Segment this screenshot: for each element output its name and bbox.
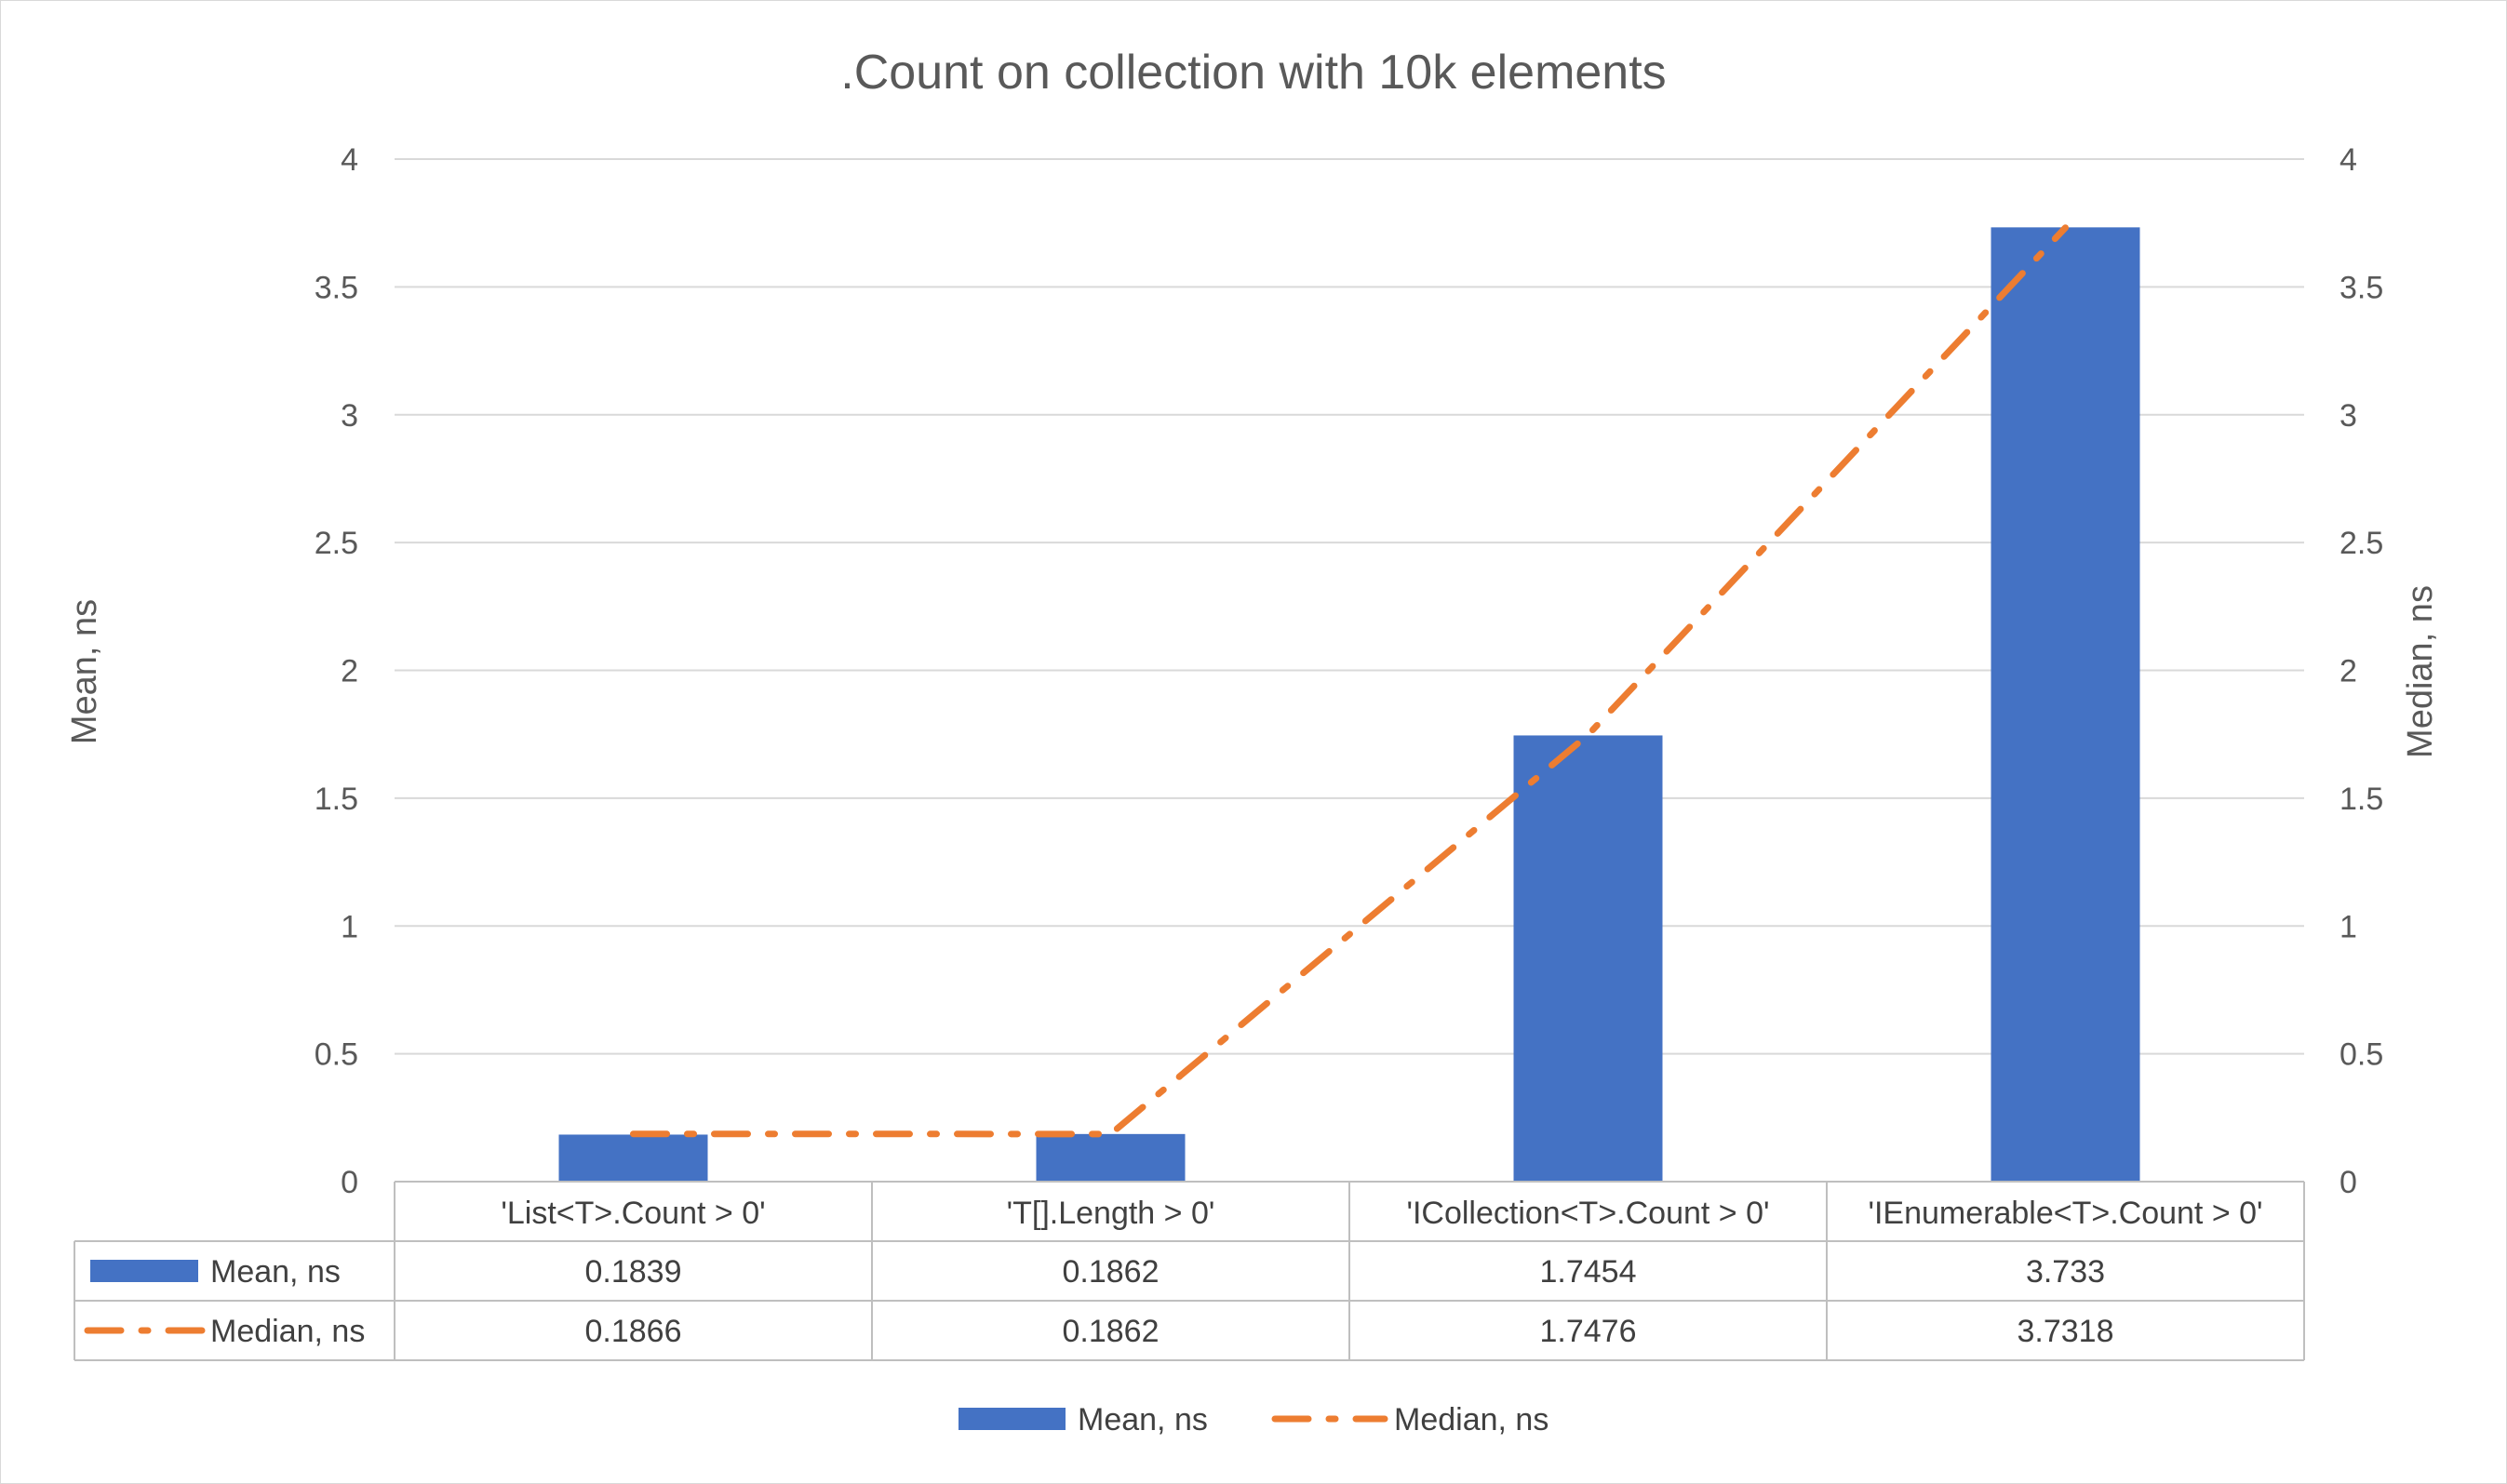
table-row-header: Median, ns [210, 1314, 365, 1349]
table-cell: 3.733 [2026, 1254, 2105, 1290]
line-series [630, 224, 2069, 1138]
bar [558, 1134, 708, 1182]
left-axis-title: Mean, ns [65, 599, 104, 744]
category-label: 'IEnumerable<T>.Count > 0' [1868, 1196, 2262, 1231]
legend-label-median: Median, ns [1394, 1402, 1548, 1437]
bar [1036, 1133, 1186, 1182]
right-axis-title: Median, ns [2401, 585, 2440, 758]
y2-tick-label: 0.5 [2339, 1037, 2383, 1073]
right-axis-ticks: 0 0.5 1 1.5 2 2.5 3 3.5 4 [2339, 142, 2383, 1200]
bar [1513, 735, 1663, 1182]
y-tick-label: 3 [341, 398, 358, 434]
bar-series [558, 227, 2140, 1182]
table-cell: 0.1866 [585, 1314, 682, 1349]
table-cell: 1.7476 [1540, 1314, 1637, 1349]
bar [1991, 227, 2140, 1182]
category-label: 'List<T>.Count > 0' [501, 1196, 765, 1231]
y2-tick-label: 2 [2339, 654, 2357, 689]
legend: Mean, ns Median, ns [959, 1402, 1548, 1437]
data-table: 'List<T>.Count > 0' 'T[].Length > 0' 'ICol… [74, 1181, 2305, 1361]
table-cell: 0.1862 [1063, 1254, 1160, 1290]
table-cell: 3.7318 [2018, 1314, 2114, 1349]
category-label: 'ICollection<T>.Count > 0' [1406, 1196, 1769, 1231]
y2-tick-label: 1 [2339, 909, 2357, 944]
y2-tick-label: 4 [2339, 142, 2357, 178]
median-line [630, 224, 2069, 1138]
y-tick-label: 0.5 [315, 1037, 358, 1073]
legend-key-mean [959, 1408, 1066, 1430]
y-tick-label: 1 [341, 909, 358, 944]
y-tick-label: 0 [341, 1165, 358, 1200]
table-legend-key-mean [90, 1260, 198, 1282]
left-axis-ticks: 0 0.5 1 1.5 2 2.5 3 3.5 4 [315, 142, 358, 1200]
table-cell: 0.1862 [1063, 1314, 1160, 1349]
y2-tick-label: 3 [2339, 398, 2357, 434]
y-tick-label: 4 [341, 142, 358, 178]
category-label: 'T[].Length > 0' [1007, 1196, 1215, 1231]
chart-title: .Count on collection with 10k elements [840, 46, 1666, 100]
table-cell: 0.1839 [585, 1254, 682, 1290]
y-tick-label: 1.5 [315, 782, 358, 817]
y-tick-label: 3.5 [315, 270, 358, 305]
y2-tick-label: 2.5 [2339, 526, 2383, 561]
y2-tick-label: 0 [2339, 1165, 2357, 1200]
table-row-header: Mean, ns [210, 1254, 341, 1290]
legend-label-mean: Mean, ns [1078, 1402, 1208, 1437]
y2-tick-label: 1.5 [2339, 782, 2383, 817]
table-cell: 1.7454 [1540, 1254, 1637, 1290]
y2-tick-label: 3.5 [2339, 270, 2383, 305]
y-tick-label: 2.5 [315, 526, 358, 561]
y-tick-label: 2 [341, 654, 358, 689]
